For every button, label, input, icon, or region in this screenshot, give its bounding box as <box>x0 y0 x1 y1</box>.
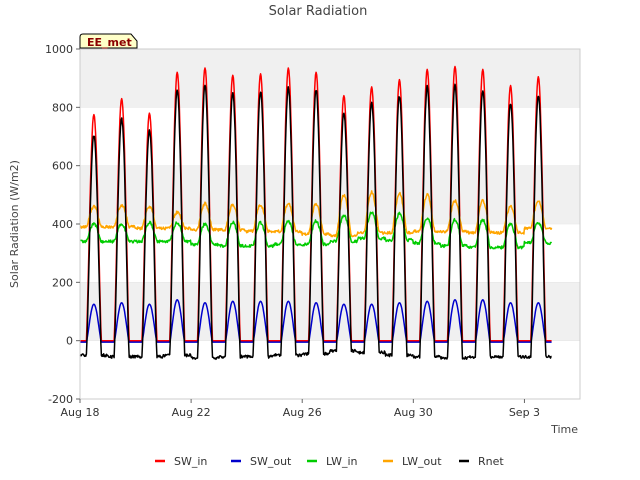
x-tick-label: Aug 30 <box>394 406 433 419</box>
y-tick-label: 200 <box>52 276 73 289</box>
series-line-rnet <box>79 83 552 361</box>
series-line-lw-out <box>79 190 553 238</box>
grid-band <box>80 282 580 341</box>
legend-item-sw-out: SW_out <box>231 455 292 468</box>
legend-label: LW_out <box>402 455 442 468</box>
y-tick-label: 1000 <box>45 43 73 56</box>
y-tick-labels: -200 0 200 400 600 800 1000 <box>45 43 80 406</box>
y-tick-label: 0 <box>66 335 73 348</box>
legend-label: LW_in <box>326 455 358 468</box>
series-line-sw-in <box>79 65 552 342</box>
x-tick-labels: Aug 18 Aug 22 Aug 26 Aug 30 Sep 3 <box>61 399 540 419</box>
legend: SW_in SW_out LW_in LW_out Rnet <box>155 455 504 468</box>
y-tick-label: 800 <box>52 101 73 114</box>
legend-item-rnet: Rnet <box>459 455 504 468</box>
legend-label: SW_out <box>250 455 292 468</box>
legend-item-lw-out: LW_out <box>383 455 442 468</box>
series-layer <box>79 65 553 361</box>
y-tick-label: 600 <box>52 160 73 173</box>
y-tick-label: -200 <box>48 393 73 406</box>
grid-band <box>80 49 580 108</box>
legend-item-sw-in: SW_in <box>155 455 207 468</box>
station-badge: EE_met <box>79 33 138 49</box>
series-line-lw-in <box>79 211 553 250</box>
legend-label: SW_in <box>174 455 207 468</box>
y-tick-label: 400 <box>52 218 73 231</box>
y-axis-label: Solar Radiation (W/m2) <box>8 160 21 288</box>
station-badge-label: EE_met <box>87 36 132 49</box>
x-tick-label: Aug 18 <box>61 406 100 419</box>
legend-label: Rnet <box>478 455 504 468</box>
grid-band <box>80 165 580 224</box>
legend-item-lw-in: LW_in <box>307 455 358 468</box>
x-tick-label: Aug 22 <box>172 406 211 419</box>
x-axis-label: Time <box>550 423 578 436</box>
x-tick-label: Sep 3 <box>509 406 540 419</box>
x-tick-label: Aug 26 <box>283 406 322 419</box>
chart-title: Solar Radiation <box>269 4 368 19</box>
series-line-sw-out <box>79 299 552 343</box>
